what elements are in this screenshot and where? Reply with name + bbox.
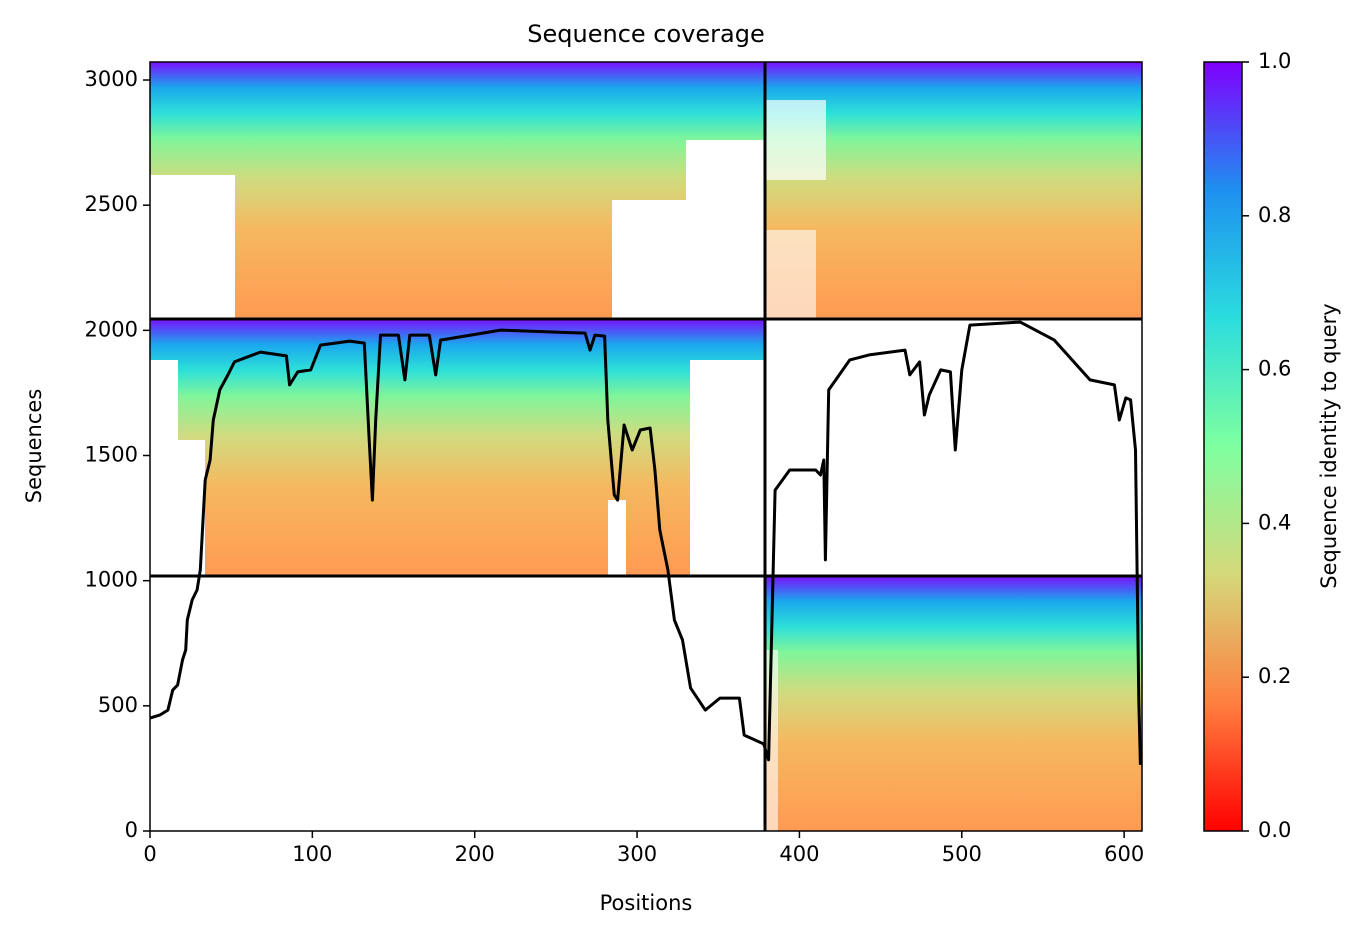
coverage-heatmap (150, 62, 1142, 831)
coverage-line (149, 320, 1142, 765)
y-tick-label: 1000 (85, 568, 138, 592)
y-tick-label: 1500 (85, 443, 138, 467)
x-tick-label: 100 (292, 842, 332, 866)
colorbar-tick-label: 0.6 (1258, 357, 1291, 381)
y-tick-label: 2500 (85, 192, 138, 216)
colorbar-tick-label: 0.2 (1258, 664, 1291, 688)
x-tick-label: 600 (1104, 842, 1144, 866)
x-tick-label: 200 (455, 842, 495, 866)
x-tick-label: 500 (942, 842, 982, 866)
colorbar-tick-label: 0.8 (1258, 203, 1291, 227)
colorbar-label: Sequence identity to query (1317, 303, 1341, 588)
y-tick-label: 0 (125, 818, 138, 842)
colorbar-tick-label: 0.4 (1258, 510, 1291, 534)
x-axis-label: Positions (600, 891, 693, 915)
colorbar (1203, 61, 1243, 832)
plot-frame (149, 61, 1143, 832)
y-tick-label: 500 (98, 693, 138, 717)
block-separators (150, 62, 1142, 831)
y-axis-label: Sequences (22, 389, 46, 504)
colorbar-tick-label: 0.0 (1258, 818, 1291, 842)
colorbar-tick-label: 1.0 (1258, 49, 1291, 73)
x-tick-label: 0 (143, 842, 156, 866)
y-tick-label: 2000 (85, 317, 138, 341)
y-tick-label: 3000 (85, 67, 138, 91)
x-tick-label: 300 (617, 842, 657, 866)
x-tick-label: 400 (779, 842, 819, 866)
chart-title: Sequence coverage (527, 20, 764, 48)
